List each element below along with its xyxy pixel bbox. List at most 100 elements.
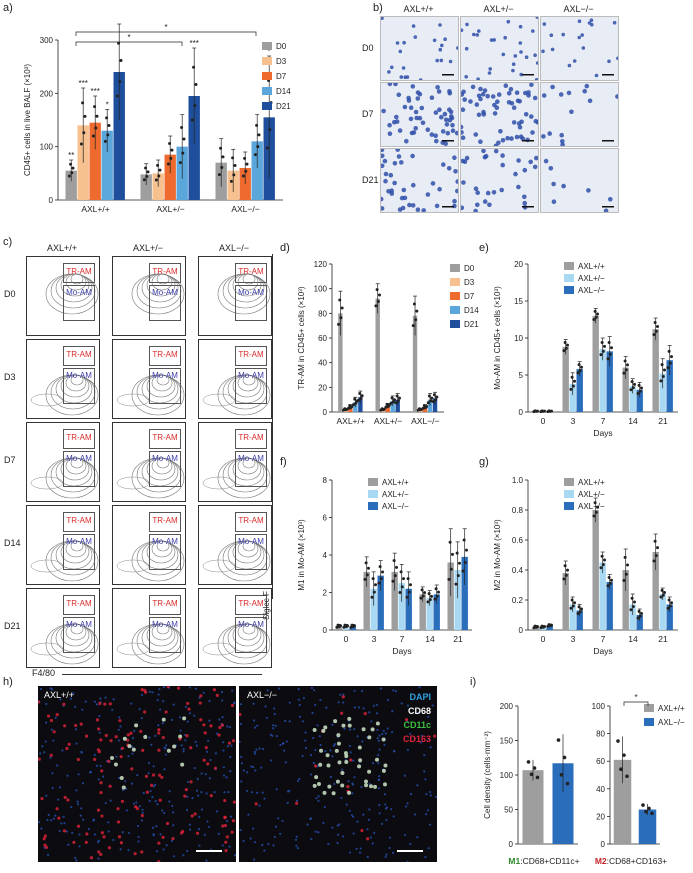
data-point xyxy=(180,125,184,129)
cd163-signal xyxy=(85,832,89,836)
gate-mo-am: Mo-AM xyxy=(149,368,181,404)
dapi-signal xyxy=(309,817,312,820)
legend-swatch xyxy=(564,478,574,486)
dapi-signal xyxy=(319,743,322,747)
dapi-signal xyxy=(79,814,82,817)
dapi-signal xyxy=(253,858,256,861)
legend-label: D3 xyxy=(464,278,475,287)
data-point xyxy=(633,382,636,386)
flow-plot: TR-AM Mo-AM xyxy=(26,505,100,585)
panel-label-g: g) xyxy=(479,456,489,468)
bar xyxy=(164,154,176,200)
data-point xyxy=(389,401,393,405)
cd163-signal xyxy=(116,807,120,811)
dapi-signal xyxy=(242,839,245,843)
data-point xyxy=(644,809,648,814)
data-point xyxy=(182,137,186,141)
cd163-signal xyxy=(117,835,122,839)
dapi-signal xyxy=(250,765,253,768)
legend-swatch xyxy=(450,292,460,300)
cd163-signal xyxy=(185,734,189,738)
cd163-signal xyxy=(213,766,218,770)
data-point xyxy=(144,166,148,170)
cd163-signal xyxy=(223,798,227,803)
data-point xyxy=(390,396,394,400)
dapi-signal xyxy=(382,729,385,732)
cd68-signal xyxy=(364,783,369,788)
cd163-signal xyxy=(125,738,130,742)
bar xyxy=(562,573,569,630)
dapi-signal xyxy=(239,703,243,706)
cd163-signal xyxy=(230,703,235,708)
legend-label: AXL−/− xyxy=(382,502,409,511)
dapi-signal xyxy=(130,745,134,748)
cd163-signal xyxy=(140,813,144,818)
dapi-signal xyxy=(327,843,330,846)
dapi-signal xyxy=(165,844,168,847)
dapi-signal xyxy=(273,713,276,716)
cd163-signal xyxy=(158,798,162,802)
dapi-signal xyxy=(271,734,274,737)
chart-a: 0 100 200 300 CD45+ cells in live BALF (×10³… xyxy=(23,23,291,214)
data-point xyxy=(378,293,381,297)
data-point xyxy=(219,146,223,150)
dapi-signal xyxy=(149,789,152,793)
data-point xyxy=(435,395,439,399)
dapi-signal xyxy=(339,693,342,696)
data-point xyxy=(119,58,123,62)
data-point xyxy=(577,363,581,367)
cd68-signal xyxy=(367,735,372,740)
dapi-signal xyxy=(136,774,139,777)
bar xyxy=(636,389,643,412)
cd163-signal xyxy=(102,835,106,839)
dapi-signal xyxy=(208,699,211,702)
gate-tr-am: TR-AM xyxy=(235,512,267,532)
dapi-signal xyxy=(218,718,221,721)
data-point xyxy=(536,625,539,629)
dapi-signal xyxy=(104,696,107,699)
cd163-signal xyxy=(93,757,97,761)
dapi-signal xyxy=(163,768,166,771)
dapi-signal xyxy=(377,787,381,790)
y-tick-label: 100 xyxy=(314,285,328,294)
dapi-signal xyxy=(150,743,153,746)
dapi-signal xyxy=(43,751,46,754)
dapi-signal xyxy=(98,714,101,718)
dapi-signal xyxy=(314,748,317,752)
dapi-signal xyxy=(195,744,198,747)
data-point xyxy=(393,398,396,402)
data-point xyxy=(145,175,149,179)
dapi-signal xyxy=(271,724,275,727)
dapi-signal xyxy=(283,749,286,752)
dapi-signal xyxy=(281,819,284,822)
dapi-signal xyxy=(394,689,398,693)
x-tick-label: 3 xyxy=(571,634,576,644)
flow-plot: TR-AM Mo-AM xyxy=(26,256,100,336)
dapi-signal xyxy=(342,693,345,696)
panel-label-e: e) xyxy=(479,242,489,254)
chart-f: 0 2 4 6 8 M1 in Mo-AM (×10³) 0 3 7 14 21 Days AXL+/+… xyxy=(297,476,472,656)
cd68-signal xyxy=(327,784,332,789)
legend-swatch xyxy=(450,264,460,272)
data-point xyxy=(638,389,642,393)
dapi-signal xyxy=(329,749,332,752)
stain-dapi: DAPI xyxy=(409,692,431,702)
data-point xyxy=(576,612,580,615)
dapi-signal xyxy=(379,687,382,690)
dapi-signal xyxy=(310,837,313,841)
dapi-signal xyxy=(51,772,54,775)
dapi-signal xyxy=(356,820,359,823)
cd68-signal xyxy=(370,727,375,732)
cd163-signal xyxy=(118,719,122,723)
dapi-signal xyxy=(384,855,387,858)
gate-tr-am: TR-AM xyxy=(149,512,181,532)
legend-swatch xyxy=(450,320,460,328)
data-point xyxy=(91,134,95,138)
dapi-signal xyxy=(341,835,345,838)
flow-x-axis-label: F4/80 xyxy=(32,668,56,678)
cd163-signal xyxy=(120,799,125,803)
y-tick-label: 60 xyxy=(318,334,327,343)
dapi-signal xyxy=(165,744,168,747)
data-point xyxy=(566,568,569,572)
cd163-signal xyxy=(187,707,191,711)
